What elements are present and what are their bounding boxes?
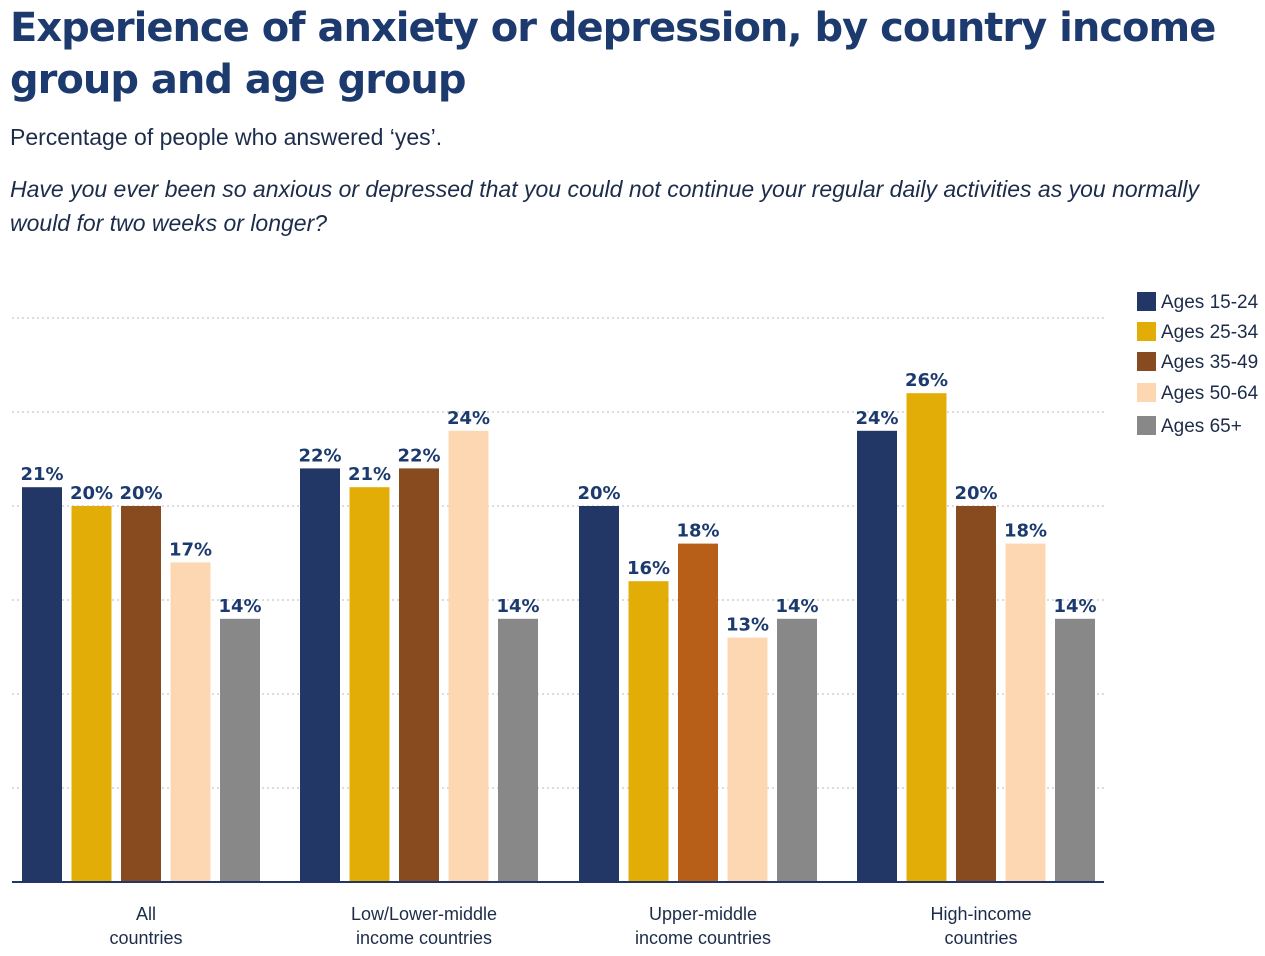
legend-item: Ages 50-64: [1137, 383, 1258, 404]
data-label: 14%: [1053, 596, 1096, 617]
legend-label: Ages 65+: [1161, 416, 1242, 437]
bar: [170, 562, 211, 882]
legend-swatch: [1137, 383, 1156, 402]
legend-label: Ages 25-34: [1161, 322, 1259, 343]
data-label: 24%: [855, 408, 898, 429]
legend-label: Ages 50-64: [1161, 383, 1259, 404]
data-label: 20%: [119, 483, 162, 504]
bar: [71, 506, 112, 882]
data-label: 26%: [905, 370, 948, 391]
data-label: 18%: [676, 521, 719, 542]
data-label: 14%: [218, 596, 261, 617]
bar: [448, 430, 489, 882]
bar: [22, 487, 62, 882]
bar: [121, 506, 161, 882]
data-label: 17%: [169, 539, 212, 560]
bar: [399, 468, 439, 882]
bar: [727, 637, 768, 882]
survey-question: Have you ever been so anxious or depress…: [10, 176, 1200, 236]
x-tick-label: High-income: [930, 904, 1031, 924]
data-label: 18%: [1004, 521, 1047, 542]
data-label: 20%: [954, 483, 997, 504]
legend-item: Ages 15-24: [1137, 292, 1258, 313]
bar: [300, 468, 340, 882]
data-label: 24%: [447, 408, 490, 429]
bar: [498, 618, 538, 882]
x-tick-label: income countries: [635, 928, 771, 948]
legend-swatch: [1137, 292, 1156, 311]
x-tick-label: All: [136, 904, 156, 924]
data-label: 14%: [496, 596, 539, 617]
legend-swatch: [1137, 352, 1156, 371]
bar: [349, 487, 390, 882]
data-label: 16%: [627, 558, 670, 579]
data-label: 13%: [726, 615, 769, 636]
data-label: 14%: [775, 596, 818, 617]
legend-label: Ages 15-24: [1161, 292, 1259, 313]
data-label: 22%: [397, 445, 440, 466]
bar: [579, 506, 619, 882]
bar: [857, 430, 897, 882]
data-label: 22%: [298, 445, 341, 466]
data-label: 20%: [577, 483, 620, 504]
legend-label: Ages 35-49: [1161, 352, 1259, 373]
data-label: 21%: [20, 464, 63, 485]
bar: [678, 543, 718, 882]
legend-item: Ages 25-34: [1137, 322, 1258, 343]
chart-subtitle: Percentage of people who answered ‘yes’.: [10, 124, 443, 150]
x-tick-label: Low/Lower-middle: [351, 904, 497, 924]
bar-chart: 21% 22% 20% 24% 20% 21% 16% 26% 20% 22% 18% 20% 17% 2…: [12, 317, 1106, 948]
legend-swatch: [1137, 416, 1156, 435]
legend-swatch: [1137, 322, 1156, 341]
x-tick-label: countries: [944, 928, 1017, 948]
bar: [906, 393, 947, 882]
chart-title: Experience of anxiety or depression, by …: [10, 5, 1216, 103]
data-label: 20%: [70, 483, 113, 504]
data-label: 21%: [348, 464, 391, 485]
bar: [1055, 618, 1095, 882]
x-tick-label: countries: [109, 928, 182, 948]
legend-item: Ages 35-49: [1137, 352, 1258, 373]
x-tick-label: income countries: [356, 928, 492, 948]
bar: [220, 618, 260, 882]
bar: [956, 506, 996, 882]
bar: [1005, 543, 1046, 882]
bar: [777, 618, 817, 882]
legend-item: Ages 65+: [1137, 416, 1242, 437]
x-tick-label: Upper-middle: [649, 904, 757, 924]
bar: [628, 581, 669, 882]
